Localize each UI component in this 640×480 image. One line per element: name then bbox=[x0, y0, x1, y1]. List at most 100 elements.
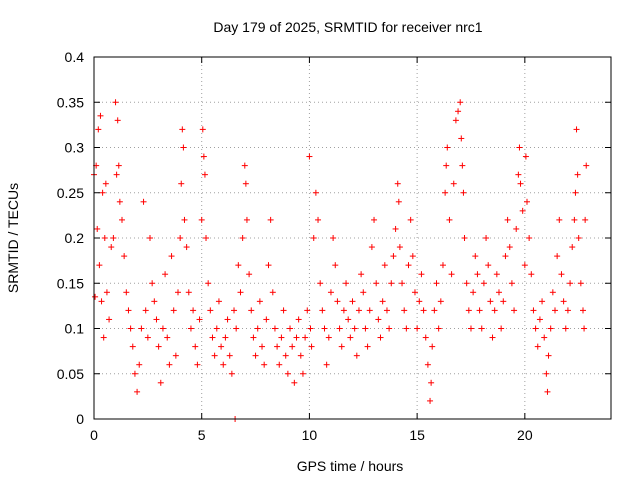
data-point bbox=[336, 325, 343, 332]
data-point bbox=[560, 298, 567, 305]
data-point bbox=[259, 343, 266, 350]
data-point bbox=[366, 307, 373, 314]
data-point bbox=[522, 153, 529, 160]
data-point bbox=[209, 334, 216, 341]
data-point bbox=[508, 280, 515, 287]
data-point bbox=[151, 298, 158, 305]
data-point bbox=[112, 99, 119, 106]
data-point bbox=[395, 198, 402, 205]
data-point bbox=[414, 325, 421, 332]
data-point bbox=[291, 379, 298, 386]
y-tick-label: 0.3 bbox=[65, 140, 85, 156]
data-point bbox=[172, 352, 179, 359]
data-point bbox=[394, 180, 401, 187]
x-tick-label: 20 bbox=[517, 427, 533, 443]
data-point bbox=[315, 216, 322, 223]
data-point bbox=[446, 216, 453, 223]
data-point bbox=[353, 352, 360, 359]
data-point bbox=[289, 343, 296, 350]
data-point bbox=[476, 307, 483, 314]
data-point bbox=[178, 180, 185, 187]
data-point bbox=[556, 216, 563, 223]
data-point bbox=[293, 334, 300, 341]
data-point bbox=[129, 343, 136, 350]
data-point bbox=[399, 280, 406, 287]
x-tick-label: 10 bbox=[302, 427, 318, 443]
data-point bbox=[224, 316, 231, 323]
data-point bbox=[437, 298, 444, 305]
data-point bbox=[162, 271, 169, 278]
data-point bbox=[114, 117, 121, 124]
data-point bbox=[439, 262, 446, 269]
data-point bbox=[116, 198, 123, 205]
data-point bbox=[360, 289, 367, 296]
data-point bbox=[450, 180, 457, 187]
data-point bbox=[321, 325, 328, 332]
data-point bbox=[271, 325, 278, 332]
data-point bbox=[108, 244, 115, 251]
data-point bbox=[569, 244, 576, 251]
data-points bbox=[91, 99, 590, 422]
data-point bbox=[196, 316, 203, 323]
data-point bbox=[427, 397, 434, 404]
data-point bbox=[528, 271, 535, 278]
data-point bbox=[252, 352, 259, 359]
data-point bbox=[256, 298, 263, 305]
data-point bbox=[147, 235, 154, 241]
data-point bbox=[470, 289, 477, 296]
data-point bbox=[416, 298, 423, 305]
data-point bbox=[536, 316, 543, 323]
data-point bbox=[571, 216, 578, 223]
data-point bbox=[243, 216, 250, 223]
data-point bbox=[521, 262, 528, 269]
data-point bbox=[457, 99, 464, 106]
data-point bbox=[304, 307, 311, 314]
data-point bbox=[516, 144, 523, 151]
data-point bbox=[308, 343, 315, 350]
data-point bbox=[136, 361, 143, 368]
data-point bbox=[583, 162, 590, 169]
data-point bbox=[226, 352, 233, 359]
data-point bbox=[103, 289, 110, 296]
data-point bbox=[92, 293, 99, 300]
data-point bbox=[422, 334, 429, 341]
data-point bbox=[549, 289, 556, 296]
data-point bbox=[567, 280, 574, 287]
data-point bbox=[420, 307, 427, 314]
data-point bbox=[428, 379, 435, 386]
data-point bbox=[418, 271, 425, 278]
data-point bbox=[579, 307, 586, 314]
data-point bbox=[123, 289, 130, 296]
data-point bbox=[424, 361, 431, 368]
data-point bbox=[192, 343, 199, 350]
data-point bbox=[265, 262, 272, 269]
data-point bbox=[194, 361, 201, 368]
x-axis-label: GPS time / hours bbox=[297, 458, 404, 474]
data-point bbox=[448, 271, 455, 278]
data-point bbox=[478, 325, 485, 332]
data-point bbox=[480, 280, 487, 287]
y-tick-label: 0.35 bbox=[57, 94, 84, 110]
data-point bbox=[175, 289, 182, 296]
data-point bbox=[460, 189, 467, 196]
data-point bbox=[187, 325, 194, 332]
data-point bbox=[345, 316, 352, 323]
data-point bbox=[213, 325, 220, 332]
data-point bbox=[180, 144, 187, 151]
data-point bbox=[168, 253, 175, 260]
data-point bbox=[379, 298, 386, 305]
data-point bbox=[153, 316, 160, 323]
data-point bbox=[327, 289, 334, 296]
data-point bbox=[483, 235, 490, 241]
data-point bbox=[355, 307, 362, 314]
data-point bbox=[465, 307, 472, 314]
data-point bbox=[310, 235, 317, 241]
grid-lines bbox=[94, 57, 611, 419]
data-point bbox=[282, 352, 289, 359]
data-point bbox=[131, 370, 138, 377]
data-point bbox=[280, 307, 287, 314]
data-point bbox=[405, 262, 412, 269]
axis-ticks: 0 0.05 0.1 0.15 0.2 0.25 0.3 0.35 0.4 0 5 10 15 20 bbox=[57, 49, 611, 443]
data-point bbox=[330, 235, 337, 241]
